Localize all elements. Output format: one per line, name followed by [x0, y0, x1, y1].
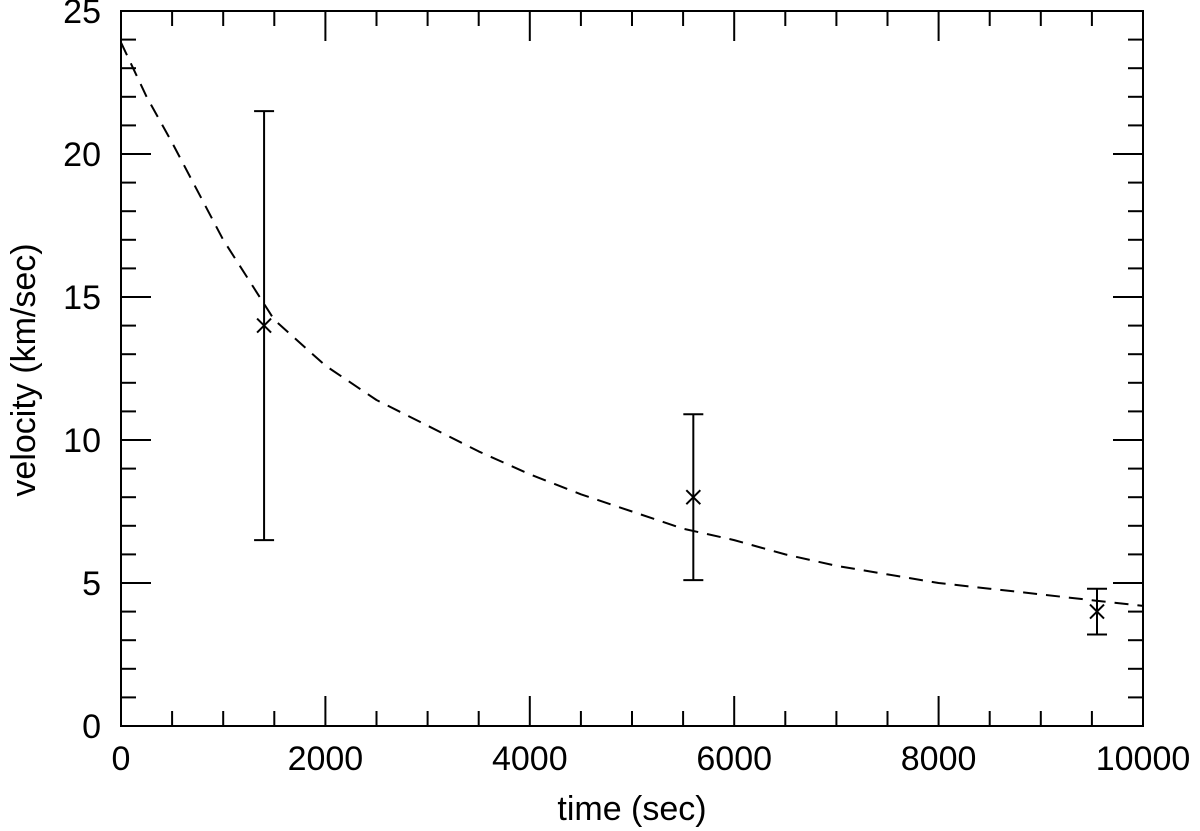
y-tick-label: 0 [82, 708, 101, 746]
data-point [683, 413, 704, 582]
y-tick-label: 10 [63, 422, 101, 460]
y-tick-label: 20 [63, 136, 101, 174]
x-tick-label: 2000 [288, 740, 364, 778]
axis-ticks [120, 10, 1144, 727]
data-points-layer [254, 110, 1108, 636]
fit-curve-dashed [120, 42, 1144, 607]
point-marker [256, 317, 272, 334]
x-tick-label: 0 [112, 740, 131, 778]
plot-frame [120, 10, 1144, 727]
x-axis-title: time (sec) [557, 790, 706, 828]
y-axis-title: velocity (km/sec) [5, 243, 43, 496]
data-point [254, 110, 275, 542]
point-marker [1089, 603, 1105, 620]
data-point [1087, 587, 1108, 636]
x-tick-label: 10000 [1096, 740, 1191, 778]
x-tick-label: 6000 [696, 740, 772, 778]
fit-curve-layer [120, 42, 1144, 607]
y-tick-label: 5 [82, 565, 101, 603]
y-tick-label: 25 [63, 0, 101, 31]
point-marker [685, 489, 702, 505]
x-tick-label: 4000 [492, 740, 568, 778]
y-tick-label: 15 [63, 279, 101, 317]
x-tick-label: 8000 [901, 740, 977, 778]
tick-labels: 0 2000 4000 6000 8000 10000 0 5 10 15 20 25 [63, 0, 1190, 778]
